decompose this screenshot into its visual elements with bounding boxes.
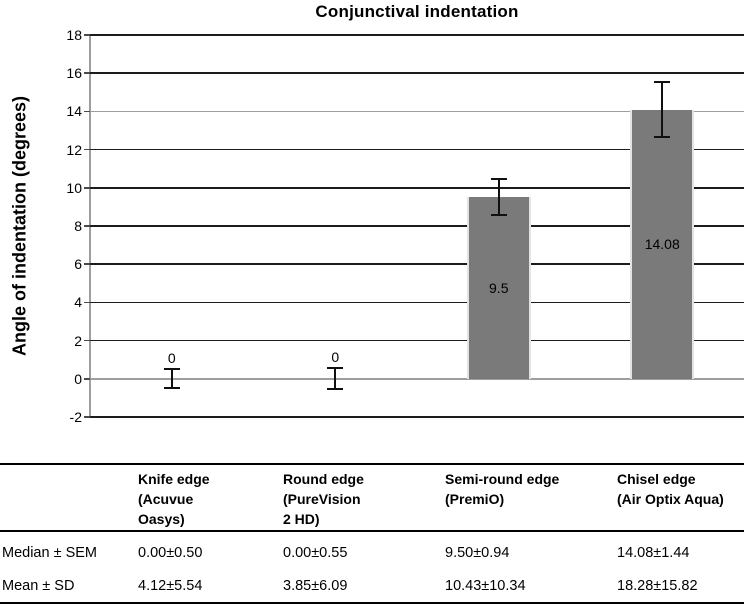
bar-value-label-3: 14.08 bbox=[644, 236, 680, 253]
gridline-0 bbox=[90, 378, 744, 380]
gridline-4 bbox=[90, 301, 744, 304]
error-bar-cap-1-top bbox=[327, 367, 344, 370]
table-row-0: Median ± SEM 0.00±0.50 0.00±0.55 9.50±0.94 1… bbox=[0, 536, 744, 569]
y-tick-label-8: 8 bbox=[74, 218, 82, 234]
bar-2 bbox=[466, 197, 531, 379]
table-cell-0-0: 0.00±0.50 bbox=[138, 544, 203, 561]
y-tick-label-0: 0 bbox=[74, 370, 82, 387]
error-bar-2 bbox=[497, 179, 500, 216]
y-axis-label-text: Angle of indentation (degrees) bbox=[9, 95, 30, 357]
table-col-header-2: Semi-round edge (PremiO) bbox=[445, 471, 560, 507]
y-tick-label--2: -2 bbox=[69, 409, 82, 425]
table-cell-0-2: 9.50±0.94 bbox=[445, 544, 510, 561]
chart: Conjunctival indentation Angle of indent… bbox=[9, 2, 744, 425]
gridline-18 bbox=[90, 34, 744, 36]
y-tick-mark-18 bbox=[84, 34, 90, 36]
gridline-6 bbox=[90, 263, 744, 265]
table-cell-1-1: 3.85±6.09 bbox=[283, 577, 348, 594]
error-bar-cap-2-bottom bbox=[490, 214, 507, 217]
error-bar-cap-3-top bbox=[654, 81, 671, 84]
plot-area: 0 0 9.5 14.08 bbox=[90, 34, 744, 418]
table-row-label-0: Median ± SEM bbox=[2, 544, 97, 561]
y-tick-label-18: 18 bbox=[66, 27, 82, 43]
gridline-10 bbox=[90, 187, 744, 189]
y-tick-mark-16 bbox=[84, 72, 90, 74]
y-tick-mark--2 bbox=[84, 416, 90, 418]
table-cell-1-3: 18.28±15.82 bbox=[617, 577, 698, 594]
stats-table: Knife edge (Acuvue Oasys) Round edge (Pur… bbox=[0, 463, 744, 604]
gridline-16 bbox=[90, 72, 744, 74]
gridline--2 bbox=[90, 416, 744, 418]
gridline-8 bbox=[90, 225, 744, 227]
error-bar-cap-0-bottom bbox=[163, 387, 180, 390]
error-bar-0 bbox=[170, 369, 173, 389]
gridline-14 bbox=[90, 110, 744, 113]
y-tick-label-14: 14 bbox=[66, 103, 82, 120]
error-bar-cap-0-top bbox=[163, 368, 180, 371]
y-tick-label-12: 12 bbox=[66, 141, 82, 158]
error-bar-cap-2-top bbox=[490, 178, 507, 181]
table-col-header-3: Chisel edge (Air Optix Aqua) bbox=[617, 471, 724, 507]
y-tick-mark-14 bbox=[84, 110, 90, 113]
error-bar-3 bbox=[661, 82, 664, 138]
y-tick-mark-8 bbox=[84, 225, 90, 227]
y-tick-label-10: 10 bbox=[66, 179, 82, 196]
y-tick-mark-0 bbox=[84, 378, 90, 380]
error-bar-cap-1-bottom bbox=[327, 388, 344, 391]
table-col-header-0: Knife edge (Acuvue Oasys) bbox=[138, 471, 210, 527]
table-cell-1-0: 4.12±5.54 bbox=[138, 577, 203, 594]
y-tick-mark-4 bbox=[84, 301, 90, 304]
gridline-2 bbox=[90, 339, 744, 342]
y-tick-mark-12 bbox=[84, 148, 90, 151]
error-bar-1 bbox=[334, 368, 337, 390]
bar-3 bbox=[630, 109, 695, 379]
table-body: Median ± SEM 0.00±0.50 0.00±0.55 9.50±0.94 1… bbox=[0, 532, 744, 602]
bar-value-label-0: 0 bbox=[167, 350, 176, 367]
y-tick-mark-6 bbox=[84, 263, 90, 265]
table-cell-0-3: 14.08±1.44 bbox=[617, 544, 690, 561]
error-bar-cap-3-bottom bbox=[654, 136, 671, 139]
bar-value-label-1: 0 bbox=[331, 349, 340, 366]
gridline-12 bbox=[90, 148, 744, 151]
y-tick-label-6: 6 bbox=[74, 256, 82, 273]
table-col-header-1: Round edge (PureVision 2 HD) bbox=[283, 471, 364, 527]
table-header-row: Knife edge (Acuvue Oasys) Round edge (Pur… bbox=[0, 465, 744, 532]
y-tick-label-4: 4 bbox=[74, 294, 82, 311]
y-tick-mark-2 bbox=[84, 339, 90, 342]
table-corner-cell bbox=[0, 465, 135, 530]
table-row-label-1: Mean ± SD bbox=[2, 577, 75, 594]
y-tick-mark-10 bbox=[84, 187, 90, 189]
table-row-1: Mean ± SD 4.12±5.54 3.85±6.09 10.43±10.34 18… bbox=[0, 569, 744, 602]
y-tick-label-16: 16 bbox=[66, 65, 82, 82]
y-tick-label-2: 2 bbox=[74, 332, 82, 349]
bar-value-label-2: 9.5 bbox=[489, 280, 509, 297]
chart-title: Conjunctival indentation bbox=[315, 2, 519, 21]
table-cell-1-2: 10.43±10.34 bbox=[445, 577, 526, 594]
table-cell-0-1: 0.00±0.55 bbox=[283, 544, 348, 561]
